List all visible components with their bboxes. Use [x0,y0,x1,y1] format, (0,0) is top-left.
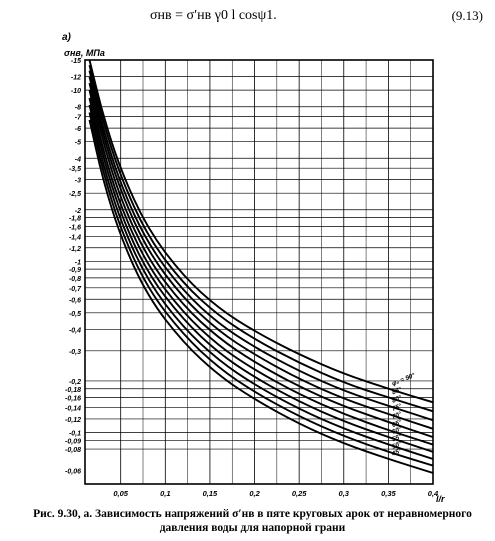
x-tick-label: 0,1 [160,489,170,498]
y-tick-label: -0,8 [69,276,81,283]
y-tick-label: -7 [75,115,82,122]
plot-frame [84,59,434,485]
y-tick-label: -0,08 [65,447,81,454]
y-tick-label: -8 [75,105,81,112]
x-tick-label: 0,25 [292,489,307,498]
series-line-4 [88,76,433,430]
series-line-9 [88,112,433,467]
y-tick-label: -0,16 [65,396,81,403]
y-tick-label: -6 [75,126,81,133]
series-line-7 [88,97,433,453]
y-tick-label: -15 [71,58,81,65]
stress-chart: -15 -12 -10 -8 -7 -6 -5 -4 -3,5 -3 -2,5 -2-1,8-1,6 -… [62,32,445,504]
y-tick-label: -5 [75,140,81,147]
y-tick-label: -0,7 [69,286,82,293]
y-tick-label: -3 [75,178,81,185]
curve-label: φ₀ = 90° [391,371,417,388]
curve-label: 85° [391,385,403,396]
y-tick-label: -0,4 [69,327,81,334]
y-tick-label: -1,4 [69,234,81,241]
y-tick-label: -0,9 [69,267,81,274]
x-tick-label: 0,3 [339,489,350,498]
x-axis-label: l/r [436,494,445,504]
curve-labels: φ₀ = 90°85°80°75°70°65°60°55°50°45° [390,371,417,458]
y-tick-label: -4 [75,156,81,163]
panel-label: а) [62,32,72,43]
y-tick-label: -3,5 [69,166,81,173]
curve-label: 50° [391,440,403,451]
y-tick-label: -0,14 [65,405,81,412]
y-tick-label: -0,18 [65,387,81,394]
x-tick-labels: 0,05 0,1 0,15 0,2 0,25 0,3 0,35 0,4 [113,489,439,498]
y-tick-labels: -15 -12 -10 -8 -7 -6 -5 -4 -3,5 -3 -2,5 -2-1,8-1,6 -… [65,58,82,475]
curve-label: 45° [390,447,403,459]
y-tick-label: -0,5 [69,311,81,318]
curve-label: 70° [391,410,403,421]
x-tick-label: 0,2 [249,489,260,498]
y-tick-label: -0,2 [69,379,81,386]
x-tick-label: 0,05 [113,489,128,498]
curve-label: 75° [391,402,403,413]
series-line-1 [88,60,433,404]
y-axis-label: σнв, МПа [64,48,105,58]
y-grid [85,59,433,450]
y-tick-label: -12 [71,75,81,82]
series-line-5 [88,82,433,439]
x-tick-label: 0,15 [203,489,218,498]
y-tick-label: -2 [75,208,81,215]
series-line-10 [88,119,433,474]
y-tick-label: -1,2 [69,246,81,253]
y-tick-label: -10 [71,88,81,95]
y-tick-label: -2,5 [69,191,81,198]
y-tick-label: -0,3 [69,349,81,356]
y-tick-label: -0,09 [65,438,81,445]
series-line-6 [88,89,433,446]
series-line-3 [88,70,433,422]
series-line-8 [88,104,433,460]
curves [88,60,433,474]
y-tick-label: -1 [75,259,81,266]
y-tick-label: -0,06 [65,468,81,475]
y-tick-label: -0,1 [69,430,81,437]
curve-label: 55° [391,432,403,443]
y-tick-label: -0,12 [65,417,81,424]
curve-label: 65° [391,418,403,429]
x-tick-label: 0,35 [381,489,396,498]
curve-label: 60° [391,425,403,436]
formula-line: σнв = σ′нв γ0 l cosψ1. (9.13) [0,8,495,28]
series-line-2 [88,64,433,413]
y-tick-label: -0,6 [69,297,81,304]
y-tick-label: -1,6 [69,224,81,231]
x-tick-label: 0,4 [428,489,439,498]
formula-number: (9.13) [451,8,483,23]
curve-label: 80° [391,393,403,404]
figure-caption: Рис. 9.30, а. Зависимость напряжений σ′н… [33,508,472,534]
y-tick-label: -1,8 [69,216,81,223]
formula: σнв = σ′нв γ0 l cosψ1. [150,8,277,23]
